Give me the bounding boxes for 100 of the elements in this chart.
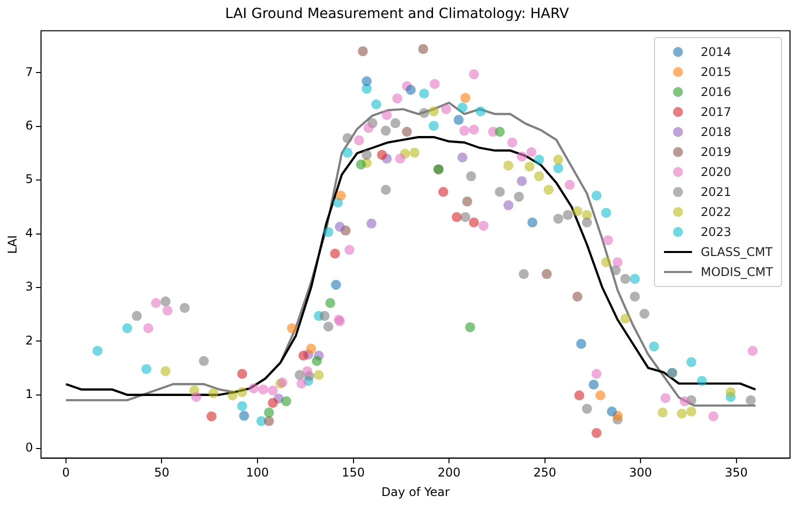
x-tick-label: 50	[154, 466, 170, 480]
point	[132, 310, 142, 321]
y-tick-label: 2	[25, 333, 34, 348]
point	[402, 126, 412, 137]
point	[331, 280, 342, 290]
point	[595, 390, 606, 400]
point	[460, 92, 470, 103]
point	[468, 217, 479, 228]
point	[534, 154, 544, 165]
point	[468, 124, 479, 135]
point	[141, 364, 152, 374]
point	[302, 366, 312, 376]
point	[460, 212, 470, 222]
point	[680, 396, 690, 406]
chart-title: LAI Ground Measurement and Climatology: HARV	[225, 6, 570, 22]
y-tick-label: 7	[25, 64, 34, 79]
point	[362, 76, 372, 86]
point	[649, 342, 659, 352]
point	[228, 390, 238, 400]
point	[592, 368, 602, 379]
y-tick-label: 1	[25, 386, 34, 401]
point	[342, 148, 353, 158]
point	[356, 159, 366, 170]
point	[160, 296, 171, 306]
point	[264, 408, 274, 418]
point	[160, 366, 171, 376]
point	[380, 126, 391, 136]
point	[576, 338, 586, 349]
point	[239, 410, 250, 421]
point	[746, 395, 756, 406]
point	[258, 384, 268, 394]
point	[478, 220, 489, 231]
legend-label: 2014	[700, 44, 732, 59]
point	[312, 356, 322, 366]
point	[430, 78, 440, 89]
point	[376, 150, 387, 160]
point	[441, 104, 452, 114]
point	[314, 370, 324, 380]
legend-label: MODIS_CMT	[700, 264, 773, 279]
point	[362, 150, 372, 160]
x-tick-label: 200	[438, 466, 460, 480]
point	[582, 217, 592, 228]
x-tick-label: 100	[246, 466, 269, 480]
point	[507, 137, 518, 148]
x-tick-label: 350	[724, 466, 748, 480]
point	[503, 200, 514, 210]
point	[344, 244, 354, 255]
point	[198, 356, 209, 366]
point	[406, 84, 416, 95]
x-tick-label: 150	[342, 466, 365, 480]
point	[264, 416, 274, 426]
point	[336, 190, 346, 201]
legend-label: 2019	[700, 144, 732, 159]
point	[476, 106, 486, 116]
point	[392, 93, 402, 104]
point	[542, 269, 552, 280]
y-tick-label: 0	[25, 440, 34, 455]
legend-label: 2018	[700, 124, 732, 139]
point	[380, 184, 391, 195]
point	[325, 298, 336, 308]
point	[237, 368, 248, 379]
point	[419, 88, 430, 99]
point	[457, 102, 468, 113]
point	[298, 350, 308, 361]
point	[562, 210, 573, 220]
point	[342, 133, 353, 144]
point	[323, 227, 334, 238]
point	[553, 214, 564, 224]
point	[630, 292, 640, 302]
point	[468, 69, 479, 80]
point	[268, 398, 278, 408]
point	[465, 322, 476, 332]
point	[457, 152, 468, 163]
point	[686, 357, 696, 368]
point	[658, 408, 668, 418]
point	[428, 106, 439, 116]
point	[354, 135, 364, 146]
point	[454, 114, 464, 125]
point	[524, 162, 534, 172]
y-axis-title: LAI	[5, 235, 20, 254]
y-tick-label: 4	[25, 226, 34, 240]
point	[92, 346, 103, 356]
point	[527, 217, 538, 228]
point	[708, 411, 718, 422]
point	[494, 126, 505, 137]
point	[564, 180, 575, 190]
point	[606, 406, 617, 416]
y-tick-label: 5	[25, 172, 34, 186]
point	[237, 387, 248, 398]
legend-label: 2016	[700, 84, 732, 99]
point	[466, 171, 476, 182]
point	[503, 160, 514, 171]
point	[726, 387, 736, 398]
point	[516, 176, 527, 186]
point	[268, 386, 278, 396]
point	[601, 257, 612, 268]
point	[686, 406, 696, 416]
point	[696, 376, 707, 386]
x-axis-title: Day of Year	[381, 484, 450, 499]
point	[518, 269, 529, 280]
